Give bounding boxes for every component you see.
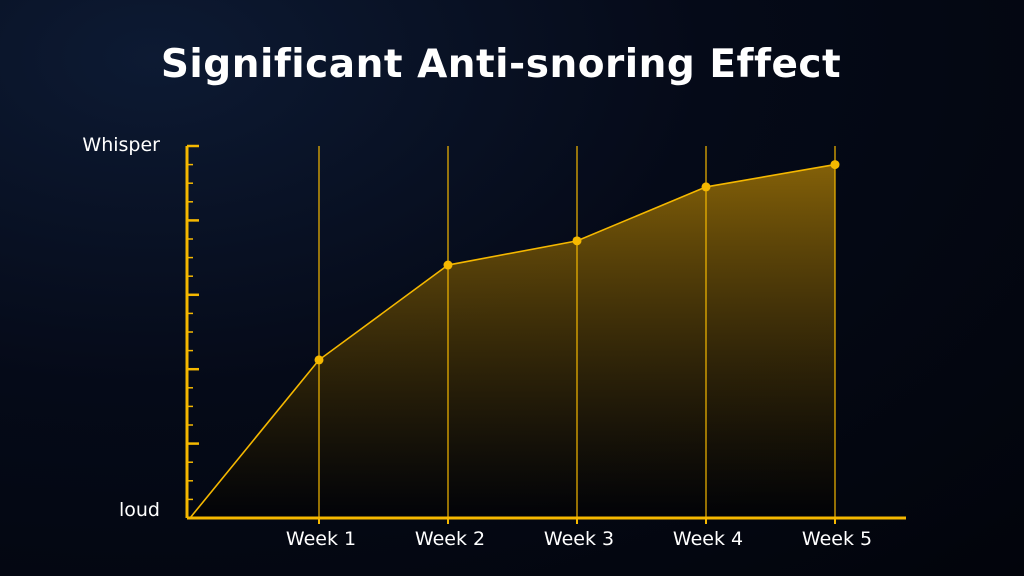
x-tick-label: Week 1 [286,528,356,550]
data-point-week-3 [572,236,582,246]
x-tick-label: Week 4 [673,528,743,550]
y-tick-label-top: Whisper [82,134,160,156]
series-line [189,163,836,519]
data-point-week-5 [830,160,840,170]
data-point-week-4 [701,182,711,192]
area-fill [190,164,835,518]
chart-title: Significant Anti-snoring Effect [160,42,842,87]
x-tick-label: Week 2 [415,528,485,550]
x-tick-label: Week 5 [802,528,872,550]
data-point-week-2 [443,260,453,270]
x-tick-label: Week 3 [544,528,614,550]
y-tick-label-bottom: loud [118,499,160,521]
data-point-week-1 [314,355,324,365]
